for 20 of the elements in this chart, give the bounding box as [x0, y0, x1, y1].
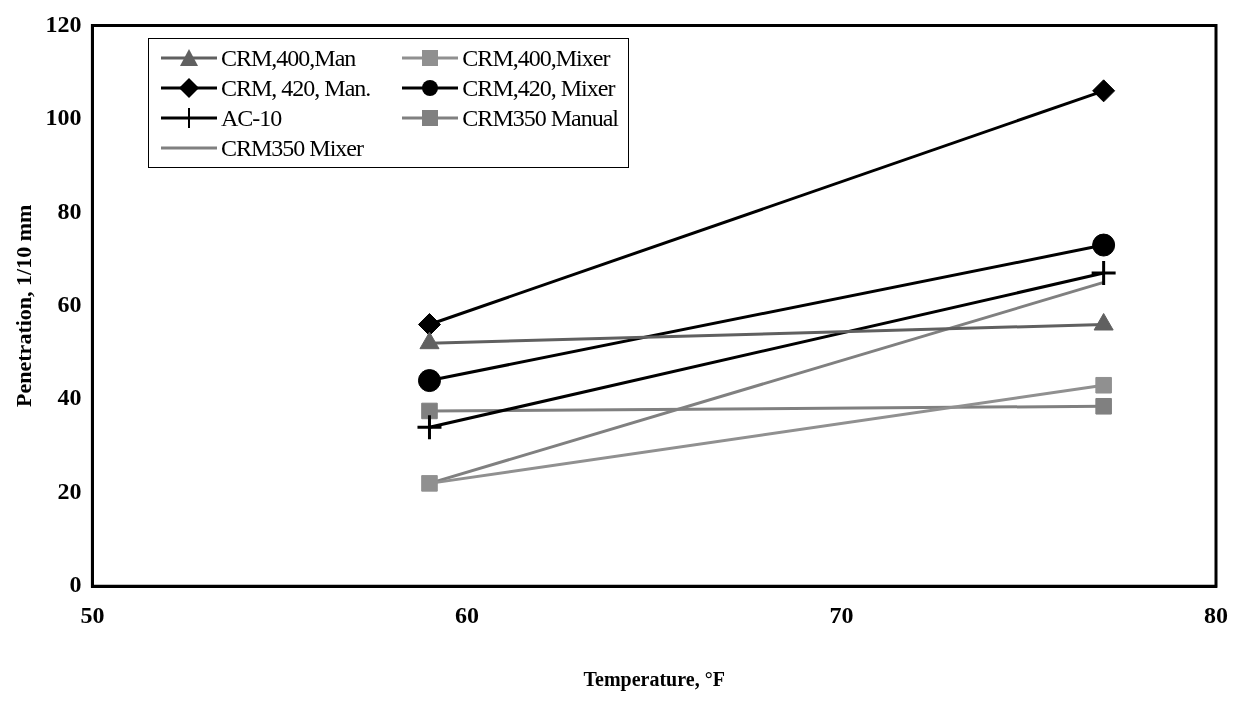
x-tick-label: 60 — [454, 601, 479, 628]
legend-label: CRM350 Manual — [462, 104, 619, 132]
y-tick-label: 60 — [57, 291, 82, 317]
legend-label: CRM,400,Mixer — [462, 44, 610, 72]
y-axis-title: Penetration, 1/10 mm — [10, 204, 36, 407]
legend-label: CRM,400,Man — [221, 44, 356, 72]
y-tick-label: 20 — [57, 477, 82, 504]
x-tick-label: 70 — [829, 601, 854, 628]
y-tick-label: 120 — [45, 10, 82, 37]
legend-label: CRM350 Mixer — [221, 134, 364, 162]
x-tick-label: 50 — [80, 601, 105, 628]
legend-label: CRM, 420, Man. — [221, 74, 371, 102]
legend-label: AC-10 — [221, 104, 282, 132]
legend-label: CRM,420, Mixer — [462, 74, 615, 102]
x-axis-title: Temperature, °F — [583, 668, 725, 692]
x-tick-label: 80 — [1204, 601, 1228, 628]
y-tick-label: 0 — [69, 571, 82, 598]
y-tick-label: 40 — [57, 384, 82, 411]
y-tick-label: 100 — [45, 104, 82, 131]
y-tick-label: 80 — [57, 197, 82, 224]
